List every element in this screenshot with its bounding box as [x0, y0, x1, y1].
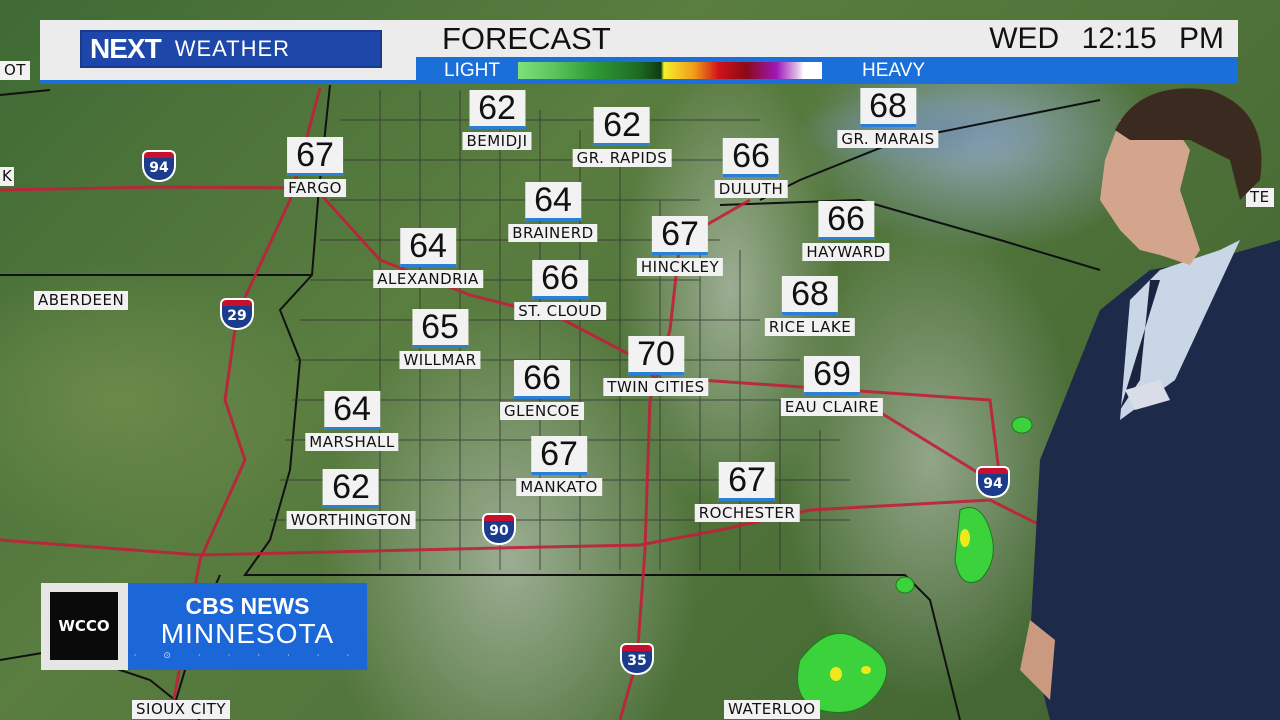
interstate-number: 90 [482, 521, 516, 545]
temperature: 70 [627, 336, 684, 375]
temperature: 68 [860, 88, 916, 127]
region-name: MINNESOTA [160, 618, 335, 649]
city-name: ALEXANDRIA [373, 270, 483, 288]
logo-next-text: NEXT [90, 33, 162, 64]
temperature: 64 [399, 228, 456, 267]
station-branding: WCCO CBS NEWS MINNESOTA · ⊙ · · · · · · [41, 583, 367, 670]
city-forecast: 68 RICE LAKE [764, 276, 856, 336]
city-name: ST. CLOUD [514, 302, 606, 320]
temperature: 62 [593, 107, 650, 146]
city-name: TWIN CITIES [603, 378, 709, 396]
interstate-shield-icon: 29 [220, 298, 254, 332]
interstate-shield-icon: 90 [482, 513, 516, 547]
temperature: 62 [323, 469, 379, 508]
temperature: 67 [531, 436, 587, 475]
interstate-shield-icon: 94 [976, 466, 1010, 500]
city-forecast: 64 MARSHALL [305, 391, 399, 451]
city-forecast: 70 TWIN CITIES [603, 336, 709, 396]
city-name: GR. RAPIDS [572, 149, 672, 167]
forecast-clock: 12:15 PM [1081, 22, 1224, 55]
city-forecast: 66 HAYWARD [802, 201, 890, 261]
city-forecast: 64 ALEXANDRIA [373, 228, 483, 288]
city-forecast: 66 DULUTH [714, 138, 788, 198]
header-bar: NEXT WEATHER FORECAST WED 12:15 PM LIGHT… [40, 20, 1238, 84]
city-name: GR. MARAIS [837, 130, 939, 148]
city-name: EAU CLAIRE [780, 398, 884, 416]
temperature: 67 [718, 462, 775, 501]
city-name: MANKATO [516, 478, 602, 496]
city-name: BEMIDJI [462, 132, 532, 150]
city-forecast: 62 WORTHINGTON [286, 469, 416, 529]
map-label-waterloo: WATERLOO [724, 700, 820, 719]
map-label-aberdeen: ABERDEEN [34, 291, 129, 310]
city-name: MARSHALL [305, 433, 399, 451]
legend-color-scale [518, 62, 822, 79]
temperature: 64 [525, 182, 581, 221]
forecast-day: WED [989, 22, 1060, 55]
interstate-number: 35 [620, 651, 654, 675]
temperature: 66 [723, 138, 779, 177]
temperature: 67 [651, 216, 708, 255]
city-forecast: 62 BEMIDJI [462, 90, 532, 150]
temperature: 66 [531, 260, 588, 299]
map-label: TE [1246, 188, 1274, 207]
forecast-time: WED 12:15 PM [989, 20, 1224, 58]
temperature: 66 [817, 201, 874, 240]
city-forecast: 66 GLENCOE [500, 360, 584, 420]
interstate-number: 94 [976, 474, 1010, 498]
page-title: FORECAST [442, 21, 611, 56]
temperature: 64 [324, 391, 380, 430]
presenter-figure [1020, 88, 1280, 720]
map-label-sioux-city: SIOUX CITY [132, 700, 230, 719]
city-name: GLENCOE [500, 402, 584, 420]
legend-light-label: LIGHT [444, 60, 500, 81]
city-name: HAYWARD [802, 243, 890, 261]
city-name: HINCKLEY [636, 258, 724, 276]
branding-dots: · ⊙ · · · · · · [133, 651, 362, 661]
next-weather-logo: NEXT WEATHER [80, 30, 382, 68]
interstate-shield-icon: 94 [142, 150, 176, 184]
interstate-shield-icon: 35 [620, 643, 654, 677]
temperature: 62 [468, 90, 525, 129]
map-label: K [0, 167, 15, 186]
city-forecast: 68 GR. MARAIS [837, 88, 939, 148]
wcco-logo: WCCO [50, 592, 118, 660]
interstate-number: 29 [220, 306, 254, 330]
temperature: 66 [514, 360, 570, 399]
city-name: RICE LAKE [764, 318, 856, 336]
interstate-number: 94 [142, 158, 176, 182]
city-forecast: 67 HINCKLEY [636, 216, 724, 276]
city-forecast: 67 MANKATO [516, 436, 602, 496]
divider [40, 80, 416, 84]
city-forecast: 62 GR. RAPIDS [572, 107, 672, 167]
city-forecast: 67 FARGO [284, 137, 346, 197]
city-forecast: 66 ST. CLOUD [514, 260, 606, 320]
legend-heavy-label: HEAVY [862, 60, 926, 81]
cbs-news-minnesota-logo: CBS NEWS MINNESOTA · ⊙ · · · · · · [128, 583, 367, 670]
city-name: DULUTH [714, 180, 788, 198]
city-forecast: 65 WILLMAR [399, 309, 481, 369]
temperature: 69 [804, 356, 860, 395]
city-name: BRAINERD [508, 224, 598, 242]
logo-weather-text: WEATHER [174, 36, 291, 61]
temperature: 65 [411, 309, 468, 348]
network-name: CBS NEWS [185, 593, 310, 619]
city-name: FARGO [284, 179, 346, 197]
city-forecast: 67 ROCHESTER [694, 462, 800, 522]
city-forecast: 64 BRAINERD [508, 182, 598, 242]
temperature: 68 [782, 276, 838, 315]
city-forecast: 69 EAU CLAIRE [780, 356, 884, 416]
city-name: WORTHINGTON [286, 511, 416, 529]
precip-legend: LIGHT HEAVY [416, 57, 1238, 84]
city-name: ROCHESTER [694, 504, 800, 522]
city-name: WILLMAR [399, 351, 481, 369]
temperature: 67 [287, 137, 343, 176]
map-label: OT [0, 61, 30, 80]
